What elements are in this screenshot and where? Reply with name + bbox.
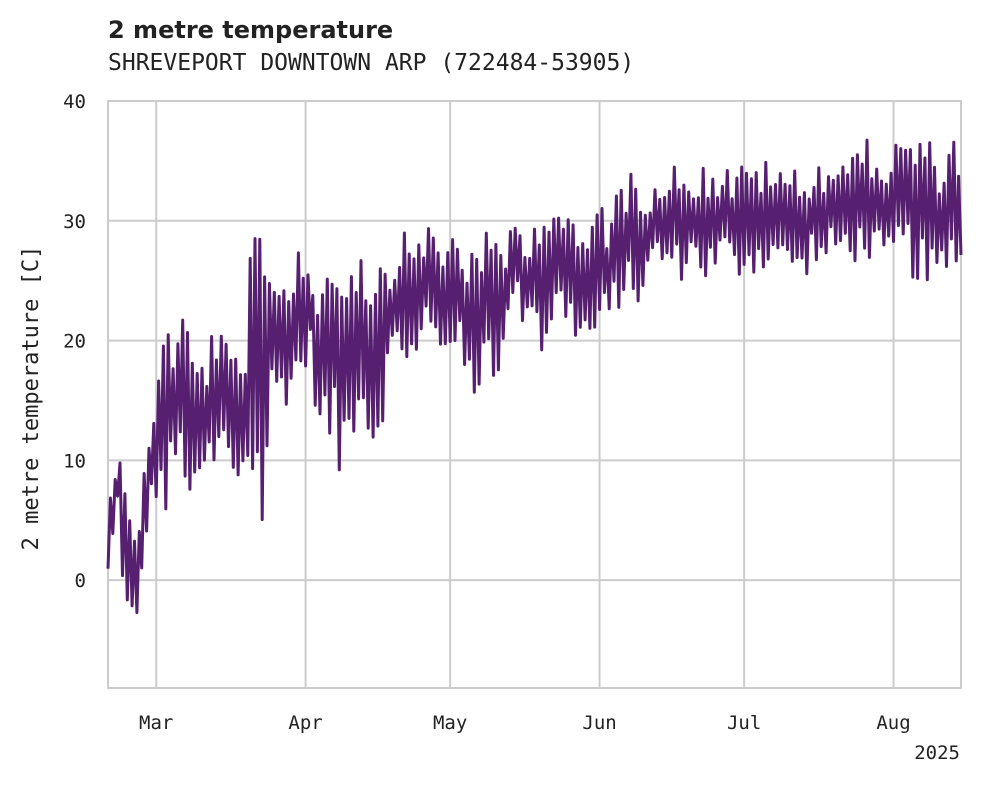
x-tick-label: Jun bbox=[582, 712, 616, 734]
y-axis-label: 2 metre temperature [C] bbox=[19, 246, 44, 551]
x-tick-label: Apr bbox=[288, 712, 322, 734]
y-tick-label: 40 bbox=[63, 91, 86, 113]
plot-frame bbox=[107, 100, 962, 689]
y-tick-label: 10 bbox=[63, 450, 86, 472]
x-tick-label: May bbox=[433, 712, 467, 734]
chart-title: 2 metre temperature bbox=[108, 16, 394, 44]
y-tick-label: 30 bbox=[63, 211, 86, 233]
temperature-series-line bbox=[106, 138, 963, 615]
x-tick-label: Mar bbox=[139, 712, 173, 734]
y-tick-labels: 0 10 20 30 40 bbox=[63, 91, 86, 592]
x-tick-label: Jul bbox=[727, 712, 761, 734]
series-group bbox=[106, 138, 963, 615]
x-tick-label: Aug bbox=[876, 712, 910, 734]
x-tick-labels: Mar Apr May Jun Jul Aug bbox=[139, 712, 911, 734]
year-label: 2025 bbox=[914, 742, 960, 764]
chart-subtitle: SHREVEPORT DOWNTOWN ARP (722484-53905) bbox=[108, 50, 635, 76]
y-tick-label: 0 bbox=[75, 570, 86, 592]
y-tick-label: 20 bbox=[63, 331, 86, 353]
